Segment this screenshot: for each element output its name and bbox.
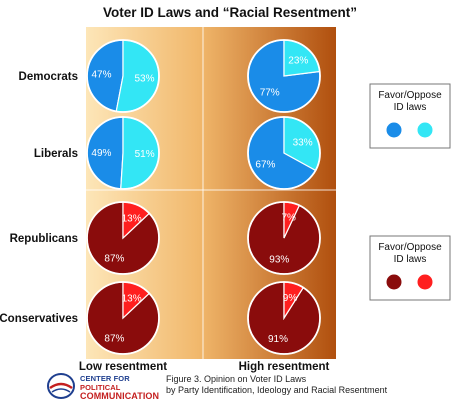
pie-democrats-high-resentment-oppose-label: 23% — [288, 55, 308, 66]
pie-republicans-low-resentment-outline — [86, 201, 160, 275]
pie-republicans-high-resentment-oppose-label: 7% — [281, 212, 296, 223]
pie-conservatives-high-resentment: 9% 91% — [247, 281, 321, 355]
center-logo: CENTER FOR POLITICAL COMMUNICATION — [46, 372, 161, 401]
pie-republicans-low-resentment: 13% 87% — [86, 201, 160, 275]
pie-liberals-high-resentment-outline — [247, 116, 321, 190]
pie-liberals-low-resentment-outline — [86, 116, 160, 190]
logo-wordmark: CENTER FOR POLITICAL COMMUNICATION — [80, 374, 161, 401]
row-label-democrats: Democrats — [19, 71, 78, 83]
pie-democrats-low-resentment-outline — [86, 39, 160, 113]
pie-republicans-high-resentment-outline — [247, 201, 321, 275]
pie-republicans-high-resentment-favor-label: 93% — [269, 255, 289, 266]
logo-line2: COMMUNICATION — [80, 391, 160, 401]
pie-conservatives-low-resentment-oppose-label: 13% — [122, 294, 142, 305]
pie-democrats-low-resentment-favor-label: 47% — [91, 70, 111, 81]
pie-conservatives-high-resentment-favor-label: 91% — [268, 334, 288, 345]
legend-title-line: Favor/Oppose — [378, 242, 442, 253]
logo-line1-accent: POLITICAL — [80, 383, 121, 392]
pie-conservatives-low-resentment-outline — [86, 281, 160, 355]
logo-line1: CENTER FOR — [80, 374, 130, 383]
pie-liberals-low-resentment-favor-label: 49% — [91, 148, 111, 159]
row-label-republicans: Republicans — [10, 233, 78, 245]
legend-box — [369, 235, 451, 301]
chart-title: Voter ID Laws and “Racial Resentment” — [103, 5, 357, 20]
pie-conservatives-low-resentment-favor-label: 87% — [104, 333, 124, 344]
column-label-low-resentment: Low resentment — [79, 361, 167, 373]
pie-liberals-high-resentment-oppose-label: 33% — [293, 138, 313, 149]
pie-republicans-high-resentment: 7% 93% — [247, 201, 321, 275]
legend-title-line: ID laws — [394, 254, 427, 265]
university-seal-icon — [47, 373, 75, 399]
legend-title-line: Favor/Oppose — [378, 90, 442, 101]
pie-democrats-low-resentment-oppose-label: 53% — [134, 74, 154, 85]
pie-republicans-low-resentment-favor-label: 87% — [104, 253, 124, 264]
row-label-liberals: Liberals — [34, 148, 78, 160]
pie-democrats-high-resentment-outline — [247, 39, 321, 113]
caption-line2: by Party Identification, Ideology and Ra… — [166, 385, 388, 395]
caption-line1: Figure 3. Opinion on Voter ID Laws — [166, 374, 307, 384]
pie-conservatives-high-resentment-oppose-label: 9% — [283, 293, 298, 304]
legend-box — [369, 83, 451, 149]
legend-title-line: ID laws — [394, 102, 427, 113]
row-label-conservatives: Conservatives — [0, 313, 78, 325]
pie-liberals-high-resentment: 33% 67% — [247, 116, 321, 190]
pie-republicans-low-resentment-oppose-label: 13% — [122, 214, 142, 225]
pie-democrats-high-resentment-favor-label: 77% — [260, 88, 280, 99]
pie-liberals-high-resentment-favor-label: 67% — [255, 160, 275, 171]
pie-democrats-low-resentment: 53% 47% — [86, 39, 160, 113]
legend-favor-swatch — [385, 273, 403, 291]
column-label-high-resentment: High resentment — [239, 361, 330, 373]
pie-conservatives-high-resentment-outline — [247, 281, 321, 355]
legend-oppose-swatch — [416, 121, 434, 139]
pie-democrats-high-resentment: 23% 77% — [247, 39, 321, 113]
pie-conservatives-low-resentment: 13% 87% — [86, 281, 160, 355]
pie-liberals-low-resentment-oppose-label: 51% — [135, 149, 155, 160]
pie-liberals-low-resentment: 51% 49% — [86, 116, 160, 190]
figure-caption: Figure 3. Opinion on Voter ID Laws by Pa… — [166, 374, 456, 396]
legend-favor-swatch — [385, 121, 403, 139]
legend-oppose-swatch — [416, 273, 434, 291]
